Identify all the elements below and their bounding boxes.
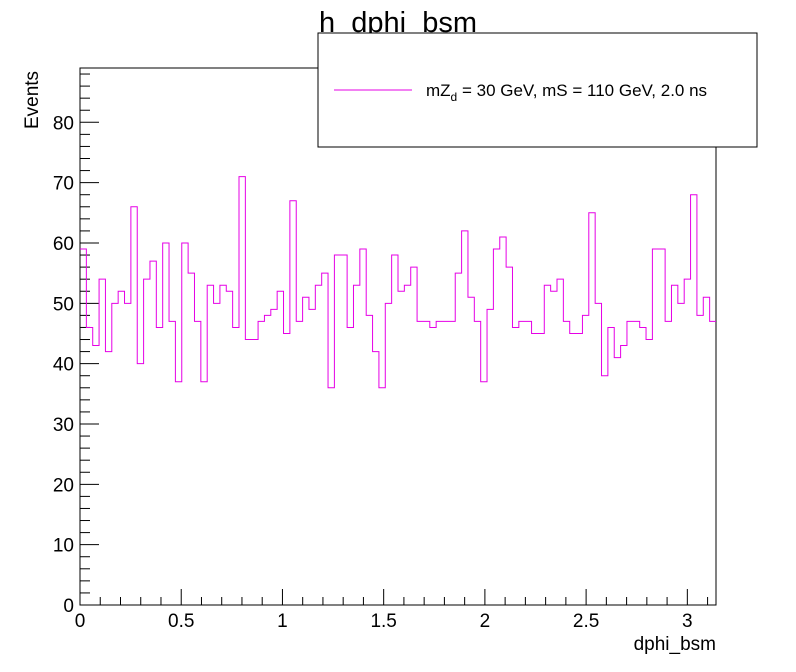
x-axis-title: dphi_bsm [634,634,716,655]
legend: mZd = 30 GeV, mS = 110 GeV, 2.0 ns [317,32,758,148]
legend-label-subscript: d [451,90,458,104]
histogram-series-line [80,176,716,389]
y-tick-label: 60 [53,234,74,255]
legend-entry-label: mZd = 30 GeV, mS = 110 GeV, 2.0 ns [426,81,707,104]
y-tick-label: 50 [53,294,74,315]
y-tick-label: 40 [53,355,74,376]
legend-label-prefix: mZ [426,81,451,100]
legend-label-rest: = 30 GeV, mS = 110 GeV, 2.0 ns [457,81,707,100]
axis-ticks [79,73,709,606]
x-tick-label: 2.5 [573,611,599,632]
y-tick-label: 70 [53,174,74,195]
x-tick-label: 3 [682,611,693,632]
histogram-layer [80,176,716,389]
x-tick-label: 1.5 [370,611,396,632]
y-tick-label: 10 [53,536,74,557]
x-tick-label: 0 [75,611,86,632]
y-tick-label: 20 [53,475,74,496]
y-tick-label: 30 [53,415,74,436]
x-tick-label: 1 [277,611,288,632]
y-tick-label: 80 [53,113,74,134]
y-tick-label: 0 [63,596,74,617]
x-tick-label: 0.5 [168,611,194,632]
y-axis-title: Events [22,71,43,129]
x-tick-label: 2 [480,611,491,632]
